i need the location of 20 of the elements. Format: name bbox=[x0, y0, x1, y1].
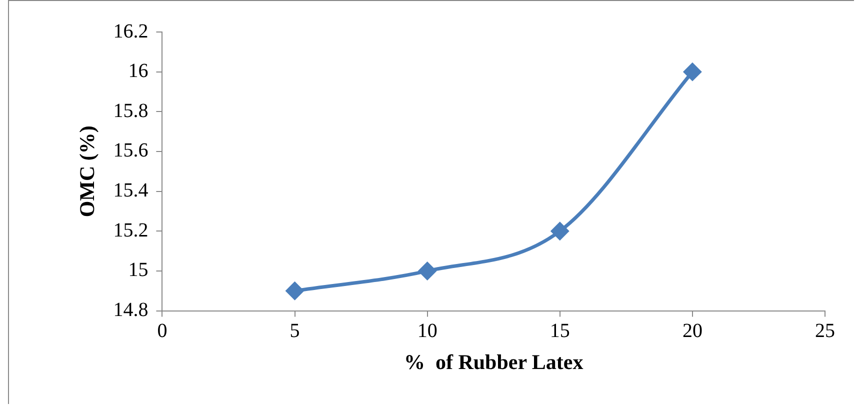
point bbox=[418, 262, 436, 280]
y-tick-label: 14.8 bbox=[113, 299, 148, 322]
y-tick-label: 15 bbox=[128, 259, 148, 282]
y-axis-title: OMC (%) bbox=[75, 126, 100, 218]
x-tick-label: 0 bbox=[157, 320, 168, 342]
point bbox=[286, 282, 304, 300]
x-tick-label: 5 bbox=[290, 320, 300, 342]
y-tick-label: 16 bbox=[128, 60, 148, 82]
x-axis-title: % of Rubber Latex bbox=[404, 350, 584, 374]
point bbox=[684, 63, 702, 81]
x-tick-label: 25 bbox=[815, 320, 835, 342]
y-tick-label: 15.6 bbox=[113, 140, 148, 162]
x-tick-label: 20 bbox=[682, 320, 702, 342]
y-tick-label: 15.4 bbox=[113, 180, 148, 202]
x-tick-label: 15 bbox=[550, 320, 570, 342]
y-tick-label: 15.2 bbox=[113, 219, 148, 242]
point bbox=[551, 222, 569, 240]
y-tick-label: 15.8 bbox=[113, 100, 148, 122]
y-tick-label: 16.2 bbox=[113, 20, 148, 42]
x-tick-label: 10 bbox=[417, 320, 438, 342]
